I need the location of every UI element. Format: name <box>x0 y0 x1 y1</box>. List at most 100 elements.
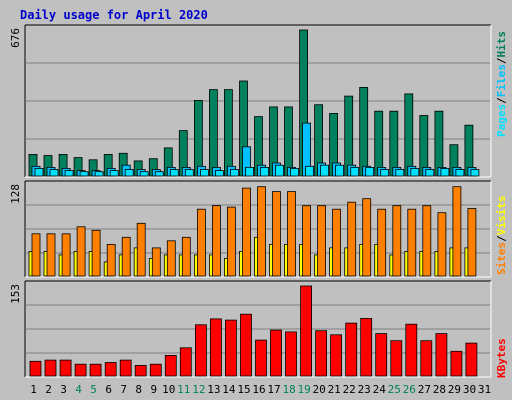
bar-kbytes-day-25 <box>390 340 403 377</box>
bar-sites-day-4 <box>76 226 86 277</box>
y-max-label: 153 <box>9 284 22 304</box>
x-label-day-20: 20 <box>312 383 325 396</box>
legend-hits-files-pages: Pages/Files/Hits <box>495 31 508 137</box>
x-label-day-18: 18 <box>282 383 295 396</box>
bar-pages-day-12 <box>199 169 209 177</box>
bar-sites-day-15 <box>242 187 251 277</box>
bar-kbytes-day-28 <box>435 333 448 377</box>
bar-kbytes-day-5 <box>89 363 102 377</box>
x-label-day-8: 8 <box>135 383 142 396</box>
bar-sites-day-22 <box>347 201 357 277</box>
x-label-day-17: 17 <box>267 383 280 396</box>
bar-kbytes-day-23 <box>360 317 373 377</box>
bar-hits-day-27 <box>419 115 429 177</box>
bar-kbytes-day-26 <box>405 323 418 377</box>
legend-files: Files <box>495 64 508 97</box>
legend-visits: Visits <box>495 196 508 236</box>
bar-pages-day-2 <box>49 169 59 177</box>
legend-separator: / <box>495 235 508 242</box>
bar-kbytes-day-3 <box>59 359 72 377</box>
x-label-day-28: 28 <box>433 383 446 396</box>
bar-sites-day-10 <box>166 240 176 277</box>
bar-hits-day-23 <box>359 87 369 177</box>
legend-separator: / <box>495 97 508 104</box>
bar-hits-day-22 <box>344 95 354 177</box>
chart-title: Daily usage for April 2020 <box>20 8 208 22</box>
bar-pages-day-14 <box>229 169 239 177</box>
bar-kbytes-day-17 <box>270 329 282 377</box>
bar-sites-day-17 <box>272 191 281 277</box>
bar-kbytes-day-9 <box>149 363 162 377</box>
bar-pages-day-11 <box>184 169 194 177</box>
panel-hits-files-pages: 676 <box>9 24 492 178</box>
bar-pages-day-10 <box>169 169 179 177</box>
legend-hits: Hits <box>495 31 508 58</box>
bar-pages-day-13 <box>214 170 224 177</box>
y-max-label: 676 <box>9 28 22 48</box>
bar-sites-day-29 <box>452 186 462 277</box>
bar-pages-day-27 <box>425 169 435 177</box>
x-label-day-7: 7 <box>120 383 127 396</box>
bar-sites-day-12 <box>196 208 206 277</box>
bar-hits-day-26 <box>404 93 414 177</box>
x-label-day-14: 14 <box>222 383 236 396</box>
bar-pages-day-22 <box>350 166 360 177</box>
x-label-day-1: 1 <box>30 383 37 396</box>
bar-kbytes-day-27 <box>420 340 433 377</box>
bar-pages-day-1 <box>34 167 44 177</box>
bar-kbytes-day-18 <box>285 331 297 377</box>
x-label-day-21: 21 <box>328 383 341 396</box>
bar-sites-day-1 <box>31 233 41 277</box>
bar-sites-day-26 <box>407 208 417 277</box>
bar-kbytes-day-16 <box>255 339 267 377</box>
bar-hits-day-18 <box>284 106 293 177</box>
x-label-day-22: 22 <box>343 383 356 396</box>
x-label-day-27: 27 <box>418 383 431 396</box>
bar-pages-day-26 <box>410 167 420 177</box>
legend-separator: / <box>495 57 508 64</box>
bar-sites-day-24 <box>377 208 387 277</box>
bar-kbytes-day-22 <box>345 322 358 377</box>
bar-sites-day-28 <box>437 212 447 277</box>
bar-sites-day-30 <box>467 208 477 277</box>
bar-sites-day-19 <box>302 205 312 277</box>
x-label-day-11: 11 <box>177 383 190 396</box>
bar-sites-day-25 <box>392 205 402 277</box>
x-axis-labels: 1 2 3 4 5 6 7 8 9 10 11 12 13 14 15 16 17 18 19 20 21 22 23 24 2… <box>30 383 491 396</box>
bar-sites-day-8 <box>136 222 146 277</box>
legend-sites-visits: Sites/Visits <box>495 196 508 276</box>
x-label-day-15: 15 <box>237 383 250 396</box>
x-label-day-6: 6 <box>105 383 112 396</box>
bar-pages-day-8 <box>139 171 149 177</box>
bar-kbytes-day-2 <box>44 359 57 377</box>
bar-sites-day-5 <box>91 229 101 277</box>
bar-pages-day-15 <box>245 166 254 177</box>
bar-kbytes-day-12 <box>194 324 207 377</box>
bar-pages-day-18 <box>290 167 299 177</box>
bar-sites-day-9 <box>151 247 161 277</box>
bar-hits-day-13 <box>208 89 218 177</box>
bar-kbytes-day-24 <box>375 333 388 377</box>
x-label-day-12: 12 <box>192 383 205 396</box>
x-label-day-29: 29 <box>448 383 461 396</box>
x-label-day-31: 31 <box>478 383 491 396</box>
bar-pages-day-30 <box>470 169 480 177</box>
bar-pages-day-5 <box>94 171 104 177</box>
bar-kbytes-day-11 <box>179 347 192 377</box>
x-label-day-4: 4 <box>75 383 82 396</box>
bar-pages-day-23 <box>365 166 375 177</box>
bar-sites-day-16 <box>257 186 266 277</box>
bar-sites-day-6 <box>106 243 116 277</box>
bar-hits-day-25 <box>389 110 399 177</box>
bar-sites-day-23 <box>362 198 372 277</box>
bar-sites-day-7 <box>121 236 131 277</box>
bar-pages-day-20 <box>320 164 330 177</box>
x-label-day-16: 16 <box>252 383 265 396</box>
bar-kbytes-day-10 <box>164 354 177 377</box>
bar-kbytes-day-4 <box>74 363 87 377</box>
bar-sites-day-21 <box>332 208 342 277</box>
bar-kbytes-day-14 <box>224 319 237 377</box>
bar-kbytes-day-20 <box>315 330 328 377</box>
bar-pages-day-24 <box>380 169 390 177</box>
